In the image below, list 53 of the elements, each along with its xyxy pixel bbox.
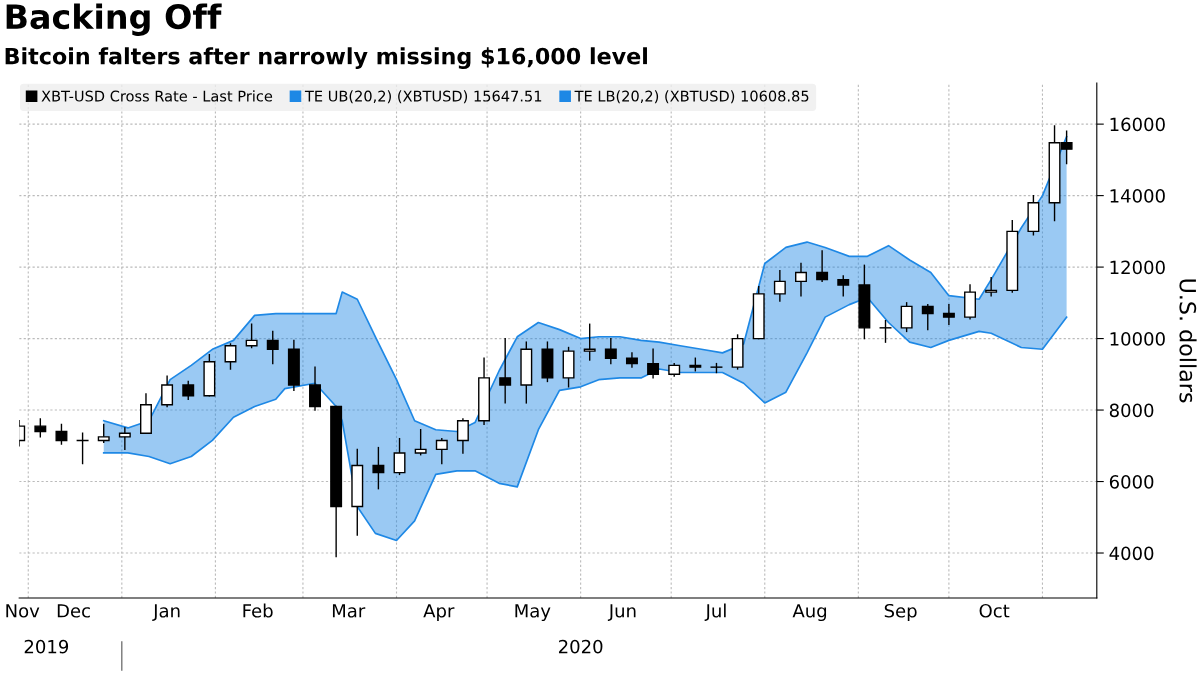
- candlestick: [224, 343, 237, 370]
- candlestick: [647, 348, 660, 379]
- x-tick-label: Jan: [152, 604, 180, 621]
- candlestick: [499, 337, 512, 404]
- candlestick: [118, 427, 131, 451]
- candlestick: [266, 330, 279, 365]
- candlestick: [625, 352, 638, 368]
- candlestick: [942, 303, 955, 325]
- y-tick-label: 4000: [1109, 546, 1154, 561]
- x-tick-label: Jul: [704, 603, 726, 621]
- legend-label: TE UB(20,2) (XBTUSD) 15647.51: [304, 90, 542, 104]
- candlestick: [879, 320, 892, 343]
- x-tick-label: Oct: [979, 603, 1010, 618]
- chart-subtitle: Bitcoin falters after narrowly missing $16,000 level: [5, 47, 647, 69]
- candlestick: [456, 418, 469, 454]
- candlestick: [604, 337, 617, 365]
- y-tick-label: 16000: [1110, 117, 1165, 132]
- candlestick: [583, 323, 596, 361]
- candlestick: [161, 375, 174, 408]
- candlestick: [414, 429, 427, 456]
- x-tick-label: Apr: [423, 604, 455, 622]
- x2-tick-label: 2019: [24, 639, 69, 654]
- y-tick-label: 14000: [1110, 189, 1165, 203]
- chart-title: Backing Off: [6, 3, 222, 36]
- candlestick: [435, 437, 448, 465]
- x-tick-label: Dec: [57, 604, 90, 618]
- legend-label: TE LB(20,2) (XBTUSD) 10608.85: [574, 90, 809, 104]
- candlestick: [309, 366, 321, 411]
- x-tick-label: Feb: [243, 603, 273, 618]
- y-tick-label: 12000: [1110, 260, 1165, 275]
- x-tick-label: Sep: [884, 603, 917, 622]
- y-tick-label: 6000: [1109, 474, 1154, 489]
- y-tick-label: 8000: [1109, 403, 1154, 418]
- candlestick: [372, 446, 385, 490]
- y-tick-label: 10000: [1110, 332, 1165, 346]
- candlestick: [773, 269, 786, 302]
- y-axis-title: U.S. dollars: [1179, 279, 1197, 403]
- x-tick-label: Mar: [332, 604, 366, 618]
- x-tick-label: May: [515, 604, 551, 622]
- x2-tick-label: 2020: [558, 639, 603, 654]
- candlestick: [393, 437, 406, 476]
- legend-label: XBT-USD Cross Rate - Last Price: [41, 90, 273, 102]
- candlestick: [245, 323, 258, 349]
- candlestick: [795, 262, 807, 297]
- x-tick-label: Jun: [607, 604, 636, 621]
- candlestick: [900, 302, 913, 333]
- x-tick-label: Nov: [6, 604, 40, 618]
- candlestick: [921, 303, 934, 331]
- candlestick: [55, 423, 68, 445]
- candlestick: [985, 277, 998, 297]
- candlestick: [816, 250, 829, 283]
- x-tick-label: Aug: [792, 604, 827, 622]
- candlestick: [837, 275, 850, 297]
